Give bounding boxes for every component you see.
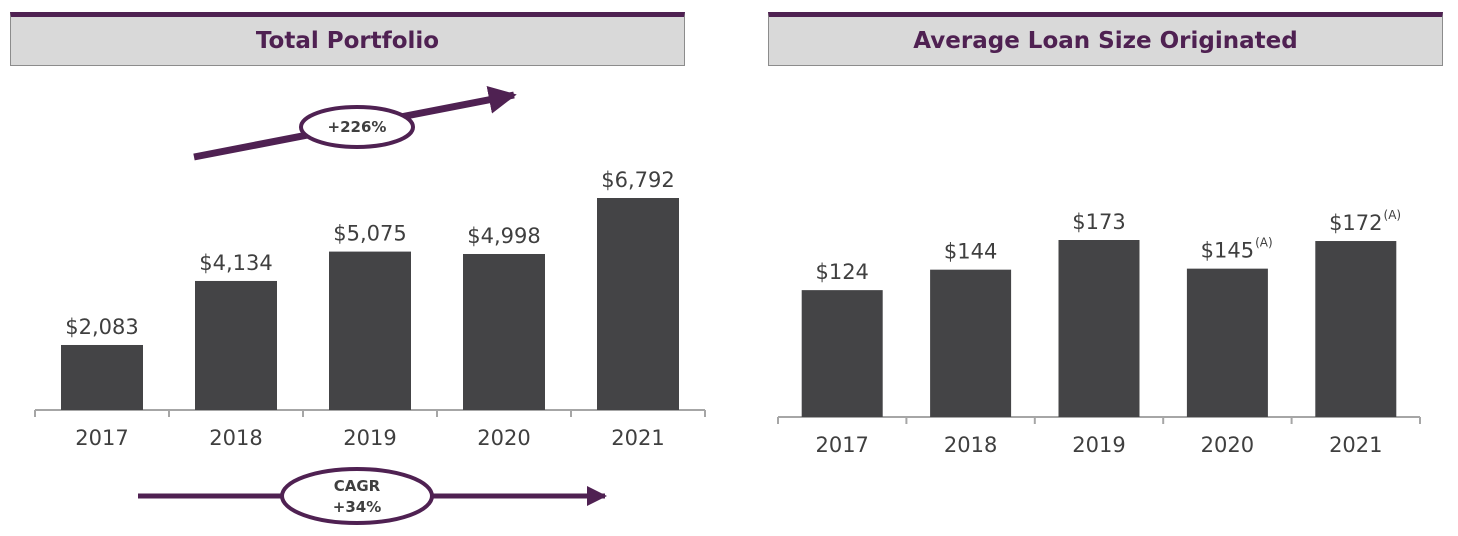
- category-label-2019: 2019: [1072, 433, 1125, 457]
- footnote-label-2020: (A): [1255, 236, 1273, 250]
- cagr-label-line2: +34%: [333, 498, 381, 516]
- value-label-2021: $172: [1329, 211, 1382, 235]
- value-label-2021: $6,792: [601, 168, 674, 192]
- avg-loan-size-header: Average Loan Size Originated: [768, 12, 1443, 66]
- total-portfolio-title: Total Portfolio: [255, 28, 440, 54]
- total-portfolio-chart: $2,083 2017 $4,134 2018 $5,075 2019 $4,998 2020…: [34, 168, 706, 450]
- category-label-2019: 2019: [343, 426, 396, 450]
- category-label-2018: 2018: [944, 433, 997, 457]
- bar-2019: [329, 251, 411, 410]
- value-label-2019: $173: [1072, 210, 1125, 234]
- growth-label: +226%: [328, 118, 387, 136]
- bar-2017: [61, 344, 143, 410]
- value-label-2017: $124: [815, 260, 868, 284]
- category-label-2020: 2020: [477, 426, 530, 450]
- category-label-2021: 2021: [611, 426, 664, 450]
- footnote-label-2021: (A): [1384, 208, 1402, 222]
- category-label-2020: 2020: [1201, 433, 1254, 457]
- value-label-2019: $5,075: [333, 222, 406, 246]
- category-label-2018: 2018: [209, 426, 262, 450]
- cagr-oval: [280, 467, 434, 525]
- avg-loan-size-title: Average Loan Size Originated: [913, 28, 1298, 54]
- bar-2017: [801, 290, 883, 417]
- growth-oval: [299, 105, 415, 149]
- value-label-2020: $4,998: [467, 224, 540, 248]
- total-portfolio-header: Total Portfolio: [10, 12, 685, 66]
- bar-2020: [1186, 268, 1268, 417]
- bar-2021: [1315, 241, 1397, 417]
- category-label-2017: 2017: [815, 433, 868, 457]
- value-label-2018: $4,134: [199, 251, 272, 275]
- category-label-2017: 2017: [75, 426, 128, 450]
- value-label-2020: $145: [1201, 239, 1254, 263]
- bar-2019: [1058, 240, 1140, 417]
- category-label-2021: 2021: [1329, 433, 1382, 457]
- value-label-2018: $144: [944, 240, 997, 264]
- value-label-2017: $2,083: [65, 315, 138, 339]
- bar-2018: [930, 269, 1012, 417]
- cagr-label-line1: CAGR: [334, 477, 381, 495]
- bar-2021: [597, 198, 679, 410]
- bar-2020: [463, 253, 545, 410]
- bar-2018: [195, 280, 277, 410]
